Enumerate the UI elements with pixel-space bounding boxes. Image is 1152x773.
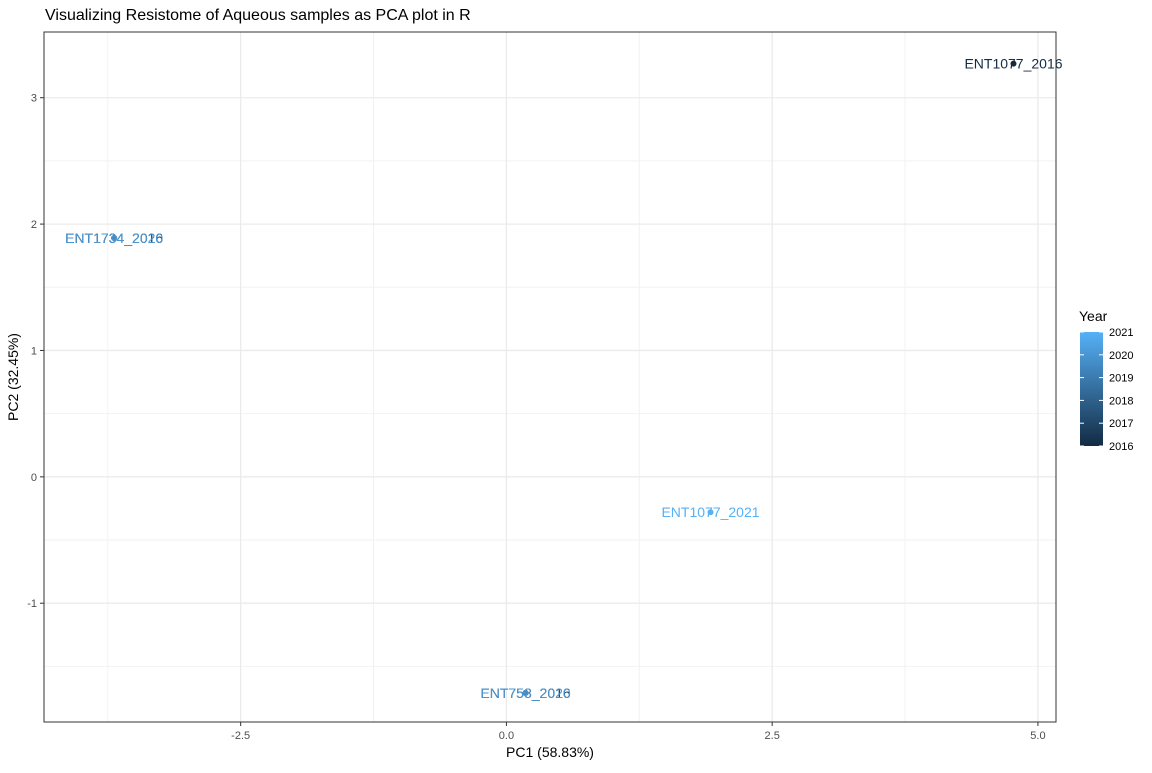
chart-title: Visualizing Resistome of Aqueous samples…	[45, 7, 471, 24]
data-point	[522, 689, 529, 696]
point-label: ENT1077_2021	[661, 504, 759, 520]
x-tick-label: 5.0	[1030, 730, 1045, 742]
point-label: ENT758_2020	[480, 685, 571, 701]
axes-layer: -2.5 0.0 2.5 5.0 -1 0 1 2 3	[27, 93, 1045, 742]
data-point	[707, 509, 714, 516]
x-tick-label: -2.5	[231, 730, 250, 742]
legend-colorbar	[1080, 332, 1103, 446]
legend-label: 2017	[1109, 418, 1133, 430]
y-tick-label: 2	[31, 219, 37, 231]
legend: Year 2021 2020 2019 2018 2017 2016	[1079, 308, 1133, 453]
legend-ticks: 2021 2020 2019 2018 2017 2016	[1080, 327, 1133, 453]
legend-label: 2019	[1109, 373, 1133, 385]
x-axis-label: PC1 (58.83%)	[506, 744, 594, 760]
x-tick-label: 2.5	[765, 730, 780, 742]
legend-label: 2016	[1109, 441, 1133, 453]
point-label: ENT758_2016	[480, 685, 571, 701]
data-point	[1010, 60, 1017, 67]
y-tick-label: -1	[27, 598, 37, 610]
y-axis-label: PC2 (32.45%)	[5, 333, 21, 421]
legend-title: Year	[1079, 308, 1108, 324]
y-tick-label: 3	[31, 93, 37, 105]
point-label: ENT1734_2016	[65, 230, 163, 246]
y-tick-label: 1	[31, 345, 37, 357]
point-label: ENT1734_2020	[65, 230, 163, 246]
legend-label: 2018	[1109, 395, 1133, 407]
point-label: ENT1077_2016	[964, 56, 1062, 72]
x-tick-label: 0.0	[499, 730, 514, 742]
y-tick-label: 0	[31, 472, 37, 484]
data-point	[111, 234, 118, 241]
grid-layer	[44, 32, 1056, 722]
points-layer: ENT1077_2016 ENT1734_2016 ENT758_2016 ENT17…	[65, 56, 1063, 701]
legend-label: 2020	[1109, 350, 1133, 362]
legend-label: 2021	[1109, 327, 1133, 339]
panel-border	[43, 31, 1057, 723]
